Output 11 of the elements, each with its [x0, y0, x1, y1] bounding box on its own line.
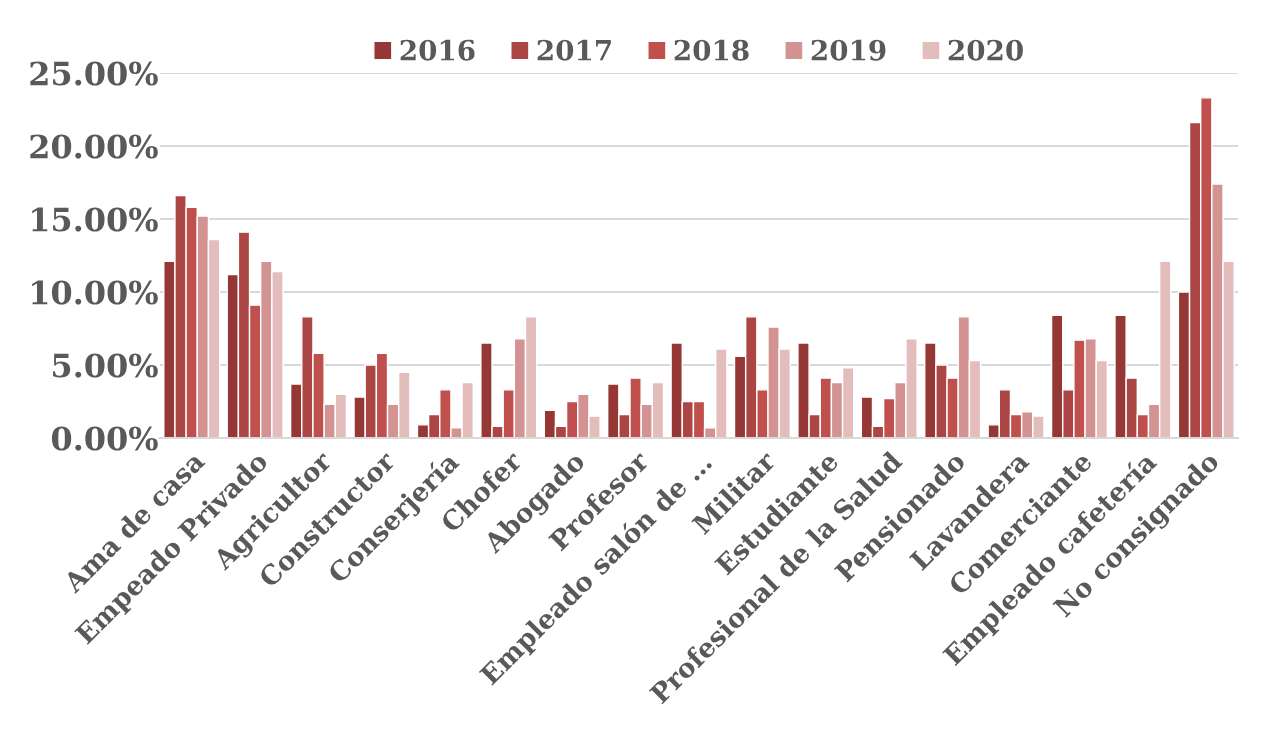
legend-label: 2018 — [674, 39, 749, 61]
y-tick-label: 15.00% — [32, 207, 158, 232]
legend-label: 2020 — [948, 39, 1023, 61]
legend-label: 2016 — [400, 39, 475, 61]
y-tick-label: 25.00% — [30, 61, 158, 86]
legend-label: 2017 — [537, 39, 611, 61]
y-tick-label: 10.00% — [32, 280, 158, 305]
y-tick-label: 0.00% — [51, 426, 158, 451]
y-tick-label: 20.00% — [30, 134, 158, 159]
y-tick-label: 5.00% — [53, 353, 158, 378]
legend-label: 2019 — [811, 39, 886, 61]
